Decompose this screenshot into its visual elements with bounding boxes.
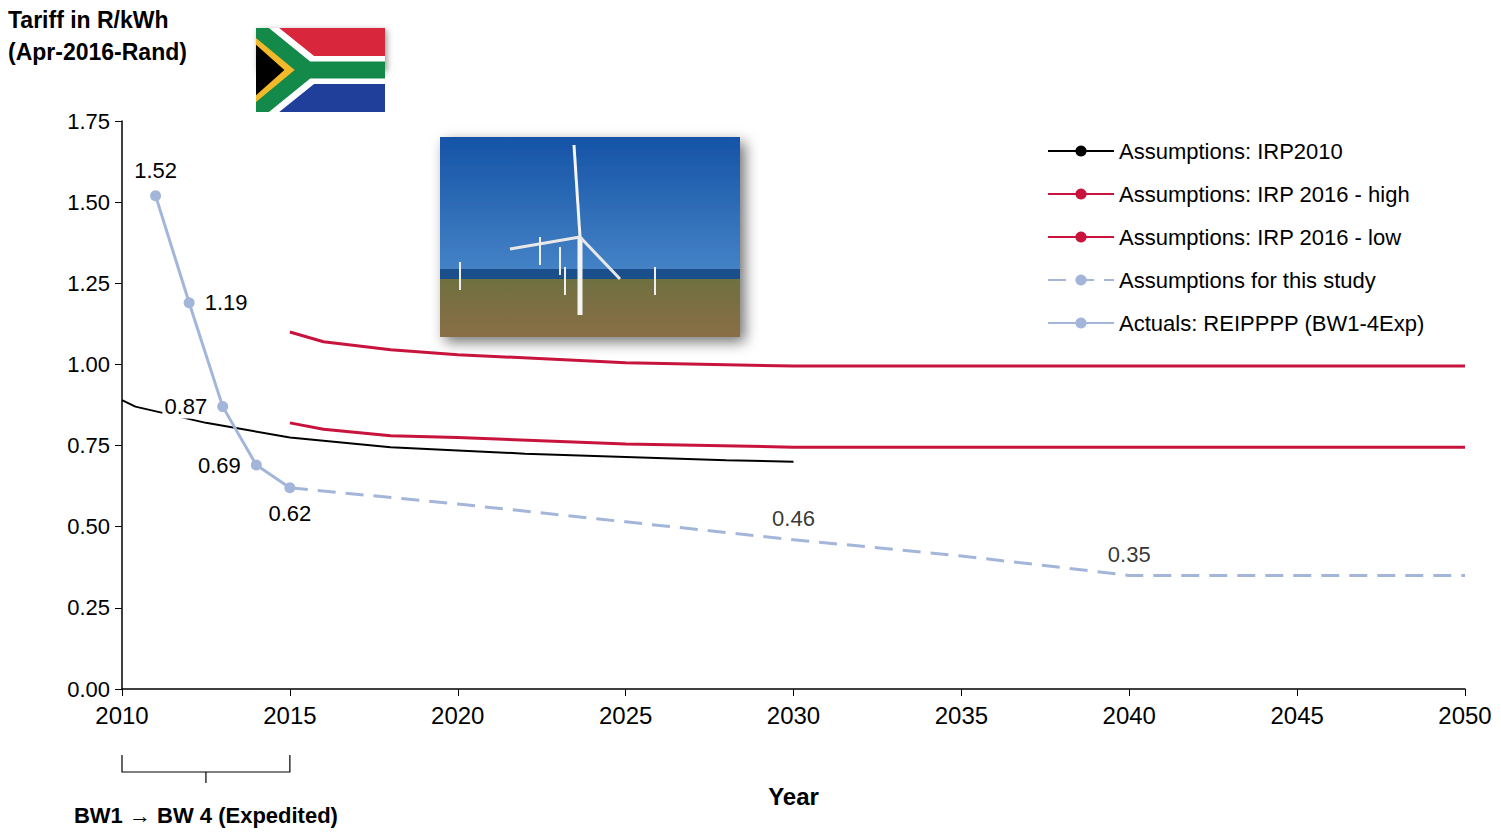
svg-text:1.50: 1.50 <box>67 190 110 215</box>
svg-text:(Apr-2016-Rand): (Apr-2016-Rand) <box>8 39 187 65</box>
svg-text:0.25: 0.25 <box>67 595 110 620</box>
svg-text:0.69: 0.69 <box>198 453 241 478</box>
svg-text:0.00: 0.00 <box>67 677 110 702</box>
svg-text:1.00: 1.00 <box>67 352 110 377</box>
svg-text:2050: 2050 <box>1438 702 1491 729</box>
svg-text:2030: 2030 <box>767 702 820 729</box>
svg-text:Year: Year <box>768 783 819 810</box>
svg-text:1.52: 1.52 <box>134 158 177 183</box>
svg-text:0.75: 0.75 <box>67 433 110 458</box>
svg-text:1.75: 1.75 <box>67 109 110 134</box>
svg-text:0.35: 0.35 <box>1108 542 1151 567</box>
svg-text:0.46: 0.46 <box>772 506 815 531</box>
svg-text:Assumptions: IRP2010: Assumptions: IRP2010 <box>1119 139 1343 164</box>
svg-text:0.62: 0.62 <box>268 501 311 526</box>
svg-text:2020: 2020 <box>431 702 484 729</box>
svg-text:2010: 2010 <box>95 702 148 729</box>
svg-text:Assumptions for this study: Assumptions for this study <box>1119 268 1376 293</box>
svg-text:BW1 → BW 4 (Expedited): BW1 → BW 4 (Expedited) <box>74 803 338 828</box>
svg-text:0.87: 0.87 <box>164 394 207 419</box>
svg-text:Actuals: REIPPPP (BW1-4Exp): Actuals: REIPPPP (BW1-4Exp) <box>1119 311 1424 336</box>
svg-text:2045: 2045 <box>1270 702 1323 729</box>
svg-text:1.19: 1.19 <box>205 290 248 315</box>
svg-text:2025: 2025 <box>599 702 652 729</box>
svg-text:Assumptions: IRP 2016 - high: Assumptions: IRP 2016 - high <box>1119 182 1410 207</box>
svg-text:Tariff in R/kWh: Tariff in R/kWh <box>8 7 169 33</box>
svg-text:2040: 2040 <box>1103 702 1156 729</box>
svg-text:2035: 2035 <box>935 702 988 729</box>
svg-text:2015: 2015 <box>263 702 316 729</box>
svg-text:0.50: 0.50 <box>67 514 110 539</box>
svg-text:1.25: 1.25 <box>67 271 110 296</box>
svg-text:Assumptions: IRP 2016 - low: Assumptions: IRP 2016 - low <box>1119 225 1401 250</box>
